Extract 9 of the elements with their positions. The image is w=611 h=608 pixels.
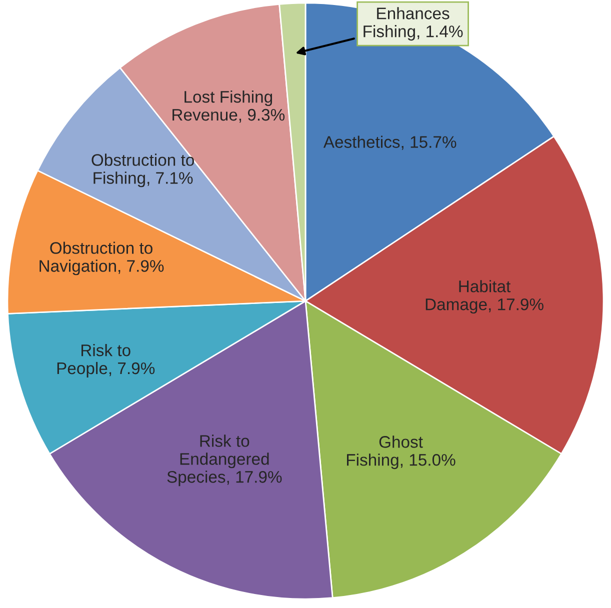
slice-label: Enhances Fishing, 1.4% (364, 7, 463, 41)
slice-label: Risk to Endangered Species, 17.9% (167, 434, 282, 486)
slice-label: Habitat Damage, 17.9% (426, 280, 544, 314)
slice-label: Lost Fishing Revenue, 9.3% (172, 90, 285, 123)
slice-label: Aesthetics, 15.7% (323, 136, 456, 150)
slice-label: Ghost Fishing, 15.0% (347, 436, 456, 470)
slice-label: Obstruction to Fishing, 7.1% (92, 154, 194, 188)
slice-label: Risk to People, 7.9% (57, 344, 155, 378)
slice-label: Obstruction to Navigation, 7.9% (40, 242, 164, 276)
